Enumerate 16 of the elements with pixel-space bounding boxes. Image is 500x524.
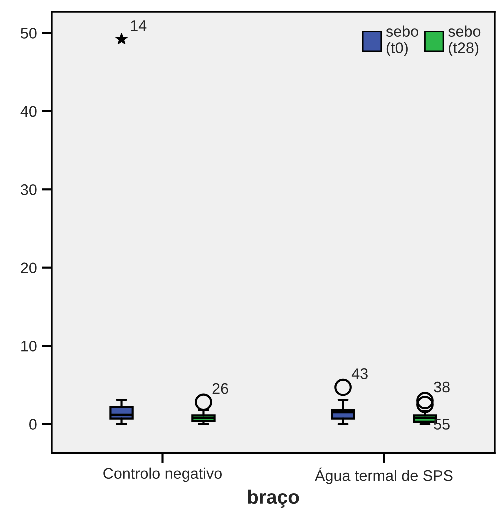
y-tick-label: 10 bbox=[22, 340, 37, 352]
x-tick-label: Controlo negativo bbox=[104, 468, 222, 482]
annotation: 38 bbox=[434, 382, 450, 393]
y-tick-label: 0 bbox=[30, 419, 37, 430]
annotation: 26 bbox=[212, 383, 228, 394]
y-tick-label: 20 bbox=[21, 262, 37, 274]
x-axis-title: braço bbox=[248, 490, 300, 508]
annotation: 55 bbox=[434, 419, 450, 430]
annotation: 14 bbox=[131, 20, 147, 32]
y-tick-label: 30 bbox=[21, 184, 37, 196]
legend-label: sebo (t0) bbox=[386, 26, 418, 56]
x-tick-label: Água termal de SPS bbox=[315, 468, 453, 484]
annotation: 43 bbox=[352, 368, 368, 380]
legend-label: sebo (t28) bbox=[448, 26, 481, 56]
y-tick-label: 40 bbox=[20, 106, 37, 118]
y-tick-label: 50 bbox=[21, 28, 37, 39]
